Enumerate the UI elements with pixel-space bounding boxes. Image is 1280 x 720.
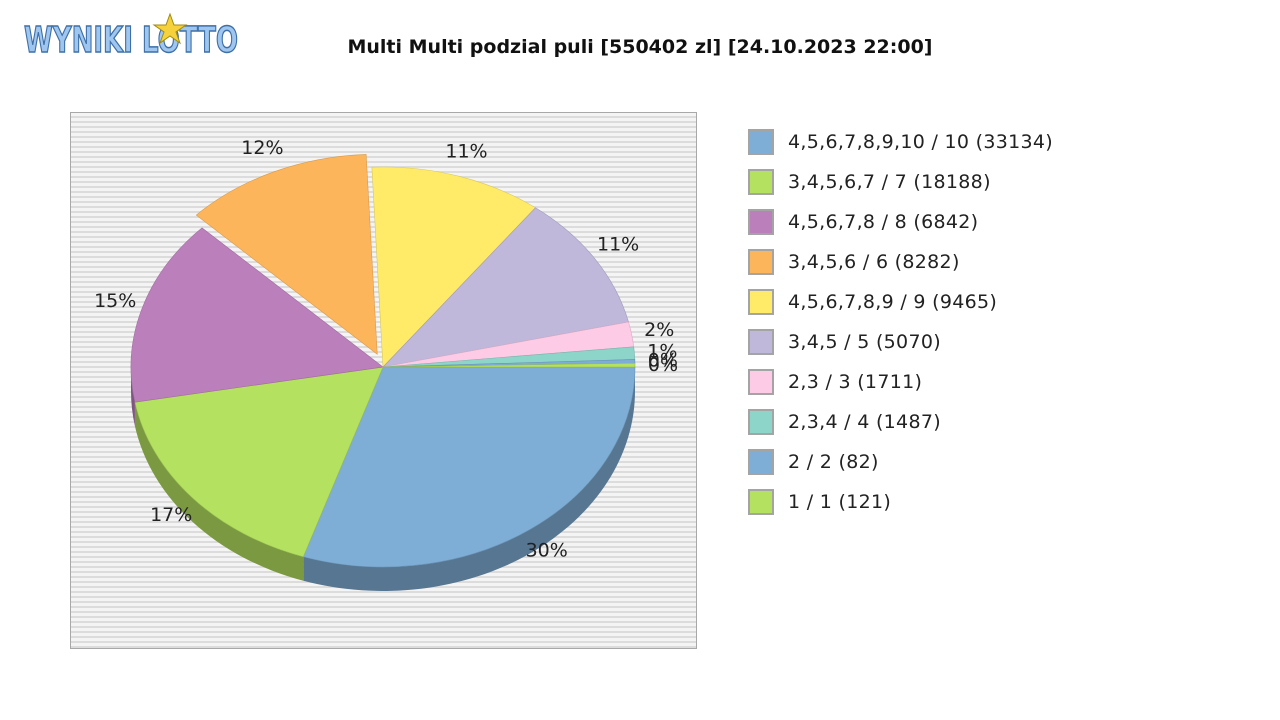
pie-slice-1 [134,366,384,558]
legend-item: 2,3 / 3 (1711) [748,362,1053,402]
legend-swatch [748,449,774,475]
legend-item: 2 / 2 (82) [748,442,1053,482]
pie-side-0 [303,367,635,591]
logo-text: WYNIKI LOTTO [24,20,238,60]
legend-swatch [748,369,774,395]
wyniki-lotto-logo: WYNIKI LOTTO [23,12,239,60]
legend-item: 1 / 1 (121) [748,482,1053,522]
legend: 4,5,6,7,8,9,10 / 10 (33134) 3,4,5,6,7 / 7… [748,122,1053,522]
pie-slice-5 [382,207,629,368]
pie-percent-label-6: 2% [644,319,674,341]
pie-percent-label-4: 11% [445,140,487,162]
pie-percent-label-9: 0% [648,354,678,376]
legend-swatch [748,169,774,195]
pie-side-walls [131,367,635,591]
legend-swatch [748,289,774,315]
legend-label: 2 / 2 (82) [788,451,879,473]
legend-label: 4,5,6,7,8,9 / 9 (9465) [788,291,998,313]
legend-label: 4,5,6,7,8,9,10 / 10 (33134) [788,131,1054,153]
pie-slice-4 [371,166,536,368]
pie-chart: 30% 17% 15% 12% 11% 11% 2%1%0%0% [94,137,678,591]
pie-slice-9 [382,362,636,368]
pie-percent-label-7: 1% [647,340,677,362]
chart-title: Multi Multi podzial puli [550402 zl] [24… [347,36,933,58]
legend-item: 4,5,6,7,8,9,10 / 10 (33134) [748,122,1053,162]
legend-swatch [748,249,774,275]
legend-swatch [748,209,774,235]
legend-item: 3,4,5 / 5 (5070) [748,322,1053,362]
pie-side-2 [131,367,135,427]
pie-percent-label-0: 30% [526,539,568,561]
pie-percent-label-1: 17% [150,504,192,526]
pie-side-1 [134,402,304,581]
legend-swatch [748,489,774,515]
legend-swatch [748,329,774,355]
legend-label: 1 / 1 (121) [788,491,892,513]
pie-percent-label-5: 11% [597,233,639,255]
legend-item: 3,4,5,6,7 / 7 (18188) [748,162,1053,202]
plot-area: 30% 17% 15% 12% 11% 11% 2% 1% 0% 0% [70,112,697,649]
legend-label: 4,5,6,7,8 / 8 (6842) [788,211,979,233]
pie-percent-label-3: 12% [241,137,283,159]
legend-item: 4,5,6,7,8,9 / 9 (9465) [748,282,1053,322]
pie-percent-label-8: 0% [648,350,678,372]
legend-label: 2,3 / 3 (1711) [788,371,923,393]
pie-percent-label-2: 15% [94,290,136,312]
legend-swatch [748,129,774,155]
legend-label: 3,4,5,6,7 / 7 (18188) [788,171,991,193]
legend-label: 3,4,5 / 5 (5070) [788,331,941,353]
pie-slices [130,154,636,568]
legend-item: 3,4,5,6 / 6 (8282) [748,242,1053,282]
pie-slice-3 [195,154,378,355]
legend-label: 3,4,5,6 / 6 (8282) [788,251,960,273]
pie-slice-0 [302,366,636,568]
pie-slice-2 [130,227,384,403]
legend-item: 4,5,6,7,8 / 8 (6842) [748,202,1053,242]
pie-labels: 30% 17% 15% 12% 11% 11% 2%1%0%0% [94,137,678,561]
star-icon [152,12,188,45]
legend-label: 2,3,4 / 4 (1487) [788,411,941,433]
legend-item: 2,3,4 / 4 (1487) [748,402,1053,442]
legend-swatch [748,409,774,435]
